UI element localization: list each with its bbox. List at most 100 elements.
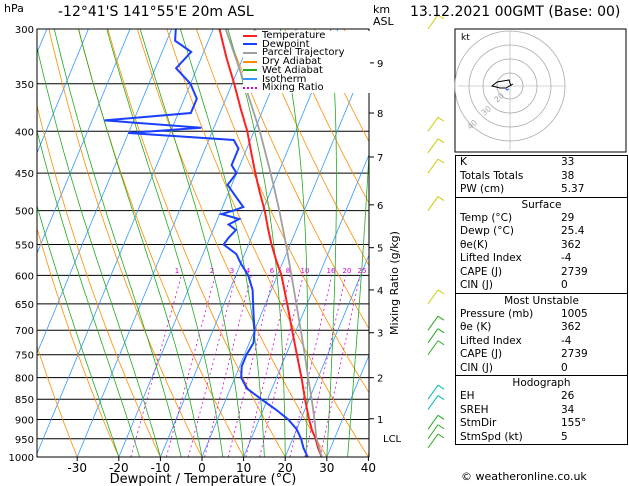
wind-barb bbox=[427, 138, 439, 154]
dry-adiabat-line bbox=[166, 29, 369, 457]
index-value: 0 bbox=[561, 361, 568, 374]
pressure-tick-label: 600 bbox=[15, 271, 34, 282]
legend-label: Parcel Trajectory bbox=[262, 47, 345, 59]
pressure-tick-label: 750 bbox=[15, 351, 34, 362]
legend-item: Isotherm bbox=[243, 73, 307, 85]
legend-label: Wet Adiabat bbox=[262, 64, 323, 76]
index-value: -4 bbox=[561, 334, 572, 347]
wind-barb-flag bbox=[437, 14, 445, 20]
temp-tick-label: -20 bbox=[109, 461, 129, 475]
km-tick-label: 8 bbox=[377, 109, 383, 120]
temp-tick-label: 20 bbox=[278, 461, 293, 475]
index-row: K 33 bbox=[456, 156, 627, 170]
legend-item: Dewpoint bbox=[243, 39, 310, 49]
x-axis-label: Dewpoint / Temperature (°C) bbox=[110, 472, 297, 486]
wind-barb-flag bbox=[437, 384, 445, 390]
dry-adiabat-line bbox=[254, 29, 369, 267]
datetime-title: 13.12.2021 00GMT (Base: 00) bbox=[410, 4, 621, 20]
isotherm-line bbox=[243, 153, 369, 457]
legend-label: Temperature bbox=[262, 30, 326, 41]
legend-label: Isotherm bbox=[262, 73, 307, 85]
index-value: 362 bbox=[561, 238, 582, 251]
wind-barb bbox=[427, 340, 439, 356]
index-value: 155° bbox=[561, 417, 587, 429]
legend-item: Mixing Ratio bbox=[243, 82, 324, 94]
wet-adiabat-line bbox=[179, 29, 265, 457]
index-value: 38 bbox=[561, 169, 575, 182]
asl-unit-label: ASL bbox=[373, 15, 394, 28]
index-label: Pressure (mb) bbox=[460, 307, 534, 320]
wet-adiabat-line bbox=[326, 29, 337, 457]
index-row: SREH 34 bbox=[456, 404, 627, 418]
index-row: θe (K) 362 bbox=[456, 321, 627, 335]
legend-swatch bbox=[243, 86, 257, 89]
index-row: CAPE (J) 2739 bbox=[456, 266, 627, 280]
index-row: PW (cm) 5.37 bbox=[456, 183, 627, 197]
wind-barb-flag bbox=[437, 340, 445, 346]
index-label: CAPE (J) bbox=[460, 348, 503, 360]
wet-adiabat-line bbox=[347, 145, 369, 457]
dry-adiabat-line bbox=[225, 29, 369, 330]
wind-barb bbox=[427, 328, 439, 343]
mixing-ratio-label: 10 bbox=[301, 267, 310, 275]
pressure-tick-label: 850 bbox=[15, 395, 34, 406]
legend-item: Dry Adiabat bbox=[243, 57, 321, 67]
km-unit-label: km bbox=[373, 3, 391, 16]
index-row: EH 26 bbox=[456, 390, 627, 404]
wind-barb-flag bbox=[437, 433, 445, 439]
index-row: CAPE (J) 2739 bbox=[456, 348, 627, 362]
mixing-ratio-line bbox=[187, 275, 237, 457]
wind-barb-flag bbox=[437, 315, 445, 321]
temp-tick-label: 0 bbox=[198, 461, 206, 475]
pressure-tick-label: 400 bbox=[15, 127, 34, 138]
isotherm-line bbox=[37, 29, 172, 355]
dry-adiabat-line bbox=[196, 29, 369, 394]
km-tick-label: 9 bbox=[377, 59, 383, 70]
pressure-tick-label: 300 bbox=[15, 25, 34, 36]
pressure-tick-label: 800 bbox=[15, 374, 34, 385]
wind-barb bbox=[427, 424, 439, 440]
index-label: StmSpd (kt) bbox=[460, 430, 523, 443]
temp-tick-label: 10 bbox=[236, 461, 251, 475]
hpa-unit-label: hPa bbox=[4, 2, 24, 15]
index-value: 0 bbox=[561, 279, 568, 291]
index-row: StmDir 155° bbox=[456, 417, 627, 431]
index-label: Lifted Index bbox=[460, 252, 522, 264]
index-value: 26 bbox=[561, 390, 575, 402]
dry-adiabat-line bbox=[48, 29, 203, 457]
km-tick-label: 6 bbox=[377, 201, 383, 212]
isotherm-line bbox=[0, 29, 5, 457]
wind-barb bbox=[427, 14, 439, 30]
legend-swatch bbox=[243, 34, 257, 37]
series-line-temperature bbox=[218, 29, 323, 457]
wet-adiabat-line bbox=[37, 204, 120, 457]
mixing-ratio-label: 1 bbox=[175, 267, 179, 275]
hodograph-ring-label: 40 bbox=[466, 118, 480, 131]
mixing-ratio-line bbox=[204, 275, 252, 457]
isotherm-line bbox=[284, 254, 369, 457]
mixing-ratio-line bbox=[165, 275, 216, 457]
mixing-ratio-line bbox=[130, 275, 182, 457]
plot-frame bbox=[36, 28, 370, 458]
index-label: SREH bbox=[460, 403, 489, 416]
most-unstable-title: Most Unstable bbox=[504, 294, 579, 307]
pressure-tick-label: 700 bbox=[15, 326, 34, 337]
legend-label: Mixing Ratio bbox=[262, 82, 324, 94]
index-row: Pressure (mb) 1005 bbox=[456, 308, 627, 322]
index-row: Lifted Index -4 bbox=[456, 252, 627, 266]
index-row: CIN (J) 0 bbox=[456, 279, 627, 293]
wind-barb bbox=[427, 414, 439, 430]
series-line-parcel-trajectory bbox=[224, 29, 323, 457]
temp-tick-label: -30 bbox=[67, 461, 87, 475]
legend-swatch bbox=[243, 60, 257, 63]
wet-adiabat-line bbox=[37, 45, 161, 457]
pressure-tick-label: 550 bbox=[15, 240, 34, 251]
indices-table: K 33 Totals Totals 38 PW (cm) 5.37 Surface Te… bbox=[455, 155, 628, 445]
km-tick-label: 4 bbox=[377, 286, 383, 297]
isotherm-line bbox=[201, 53, 369, 457]
isotherm-line bbox=[118, 29, 297, 457]
mixing-ratio-axis-label: Mixing Ratio (g/kg) bbox=[388, 231, 401, 335]
index-row: Lifted Index -4 bbox=[456, 335, 627, 349]
index-label: Temp (°C) bbox=[460, 211, 513, 224]
